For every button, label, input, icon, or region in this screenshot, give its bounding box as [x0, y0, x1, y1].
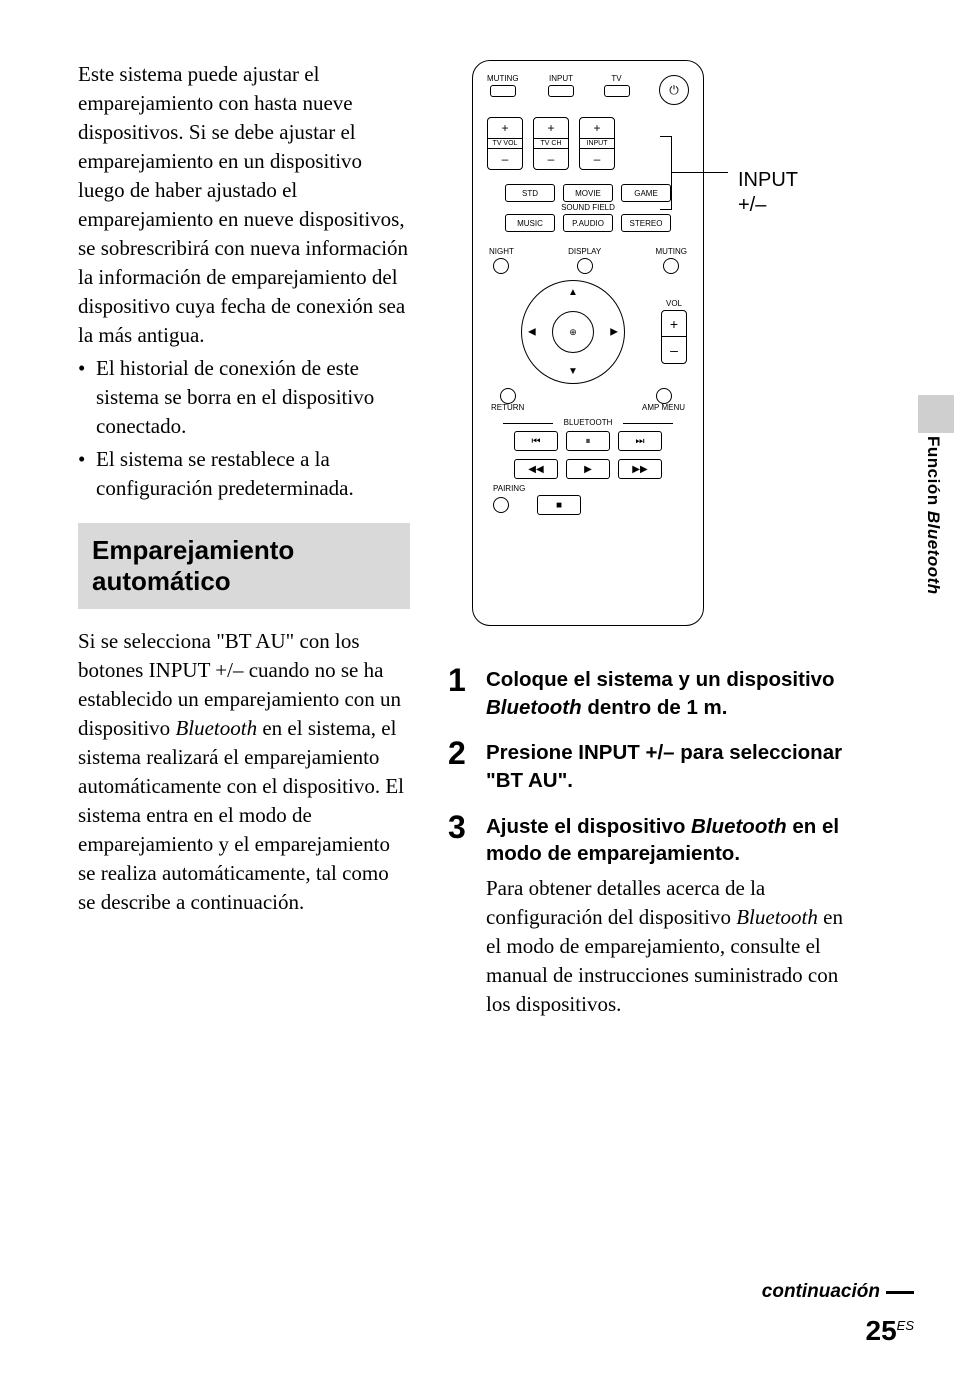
- label-vol: VOL: [659, 300, 689, 308]
- step-bold: Ajuste el dispositivo Bluetooth en el mo…: [486, 813, 848, 868]
- prev-button[interactable]: ⏮: [514, 431, 558, 451]
- section-heading: Emparejamiento automático: [78, 523, 410, 609]
- bullet-item: • El sistema se restablece a la configur…: [78, 445, 410, 503]
- down-icon: ▼: [568, 366, 578, 377]
- rew-button[interactable]: ◀◀: [514, 459, 558, 479]
- input-button[interactable]: [548, 85, 574, 97]
- label-input: INPUT: [548, 75, 574, 83]
- step-plain: Para obtener detalles acerca de la confi…: [486, 874, 848, 1019]
- step-num: 1: [448, 664, 486, 721]
- right-icon: ▶: [610, 327, 618, 338]
- play-button[interactable]: ▶: [566, 459, 610, 479]
- left-column: Este sistema puede ajustar el emparejami…: [78, 60, 438, 1037]
- enter-button[interactable]: ⊕: [552, 311, 594, 353]
- stereo-button[interactable]: STEREO: [621, 214, 671, 232]
- bullet-item: • El historial de conexión de este siste…: [78, 354, 410, 441]
- page: Este sistema puede ajustar el emparejami…: [0, 0, 954, 1037]
- label-muting: MUTING: [487, 75, 519, 83]
- pairing-button[interactable]: [493, 497, 509, 513]
- step-bold: Coloque el sistema y un dispositivo Blue…: [486, 666, 848, 721]
- continuation-text: continuación: [762, 1281, 880, 1303]
- side-tab: [918, 395, 954, 433]
- page-number: 25ES: [762, 1315, 914, 1347]
- tv-ch-rocker[interactable]: + TV CH –: [533, 117, 569, 170]
- steps-list: 1 Coloque el sistema y un dispositivo Bl…: [448, 666, 848, 1019]
- bullet-text: El sistema se restablece a la configurac…: [96, 445, 410, 503]
- callout-l1: INPUT: [738, 169, 798, 191]
- step-bold: Presione INPUT +/– para seleccionar "BT …: [486, 739, 848, 794]
- bluetooth-divider: BLUETOOTH: [487, 418, 689, 427]
- step-3: 3 Ajuste el dispositivo Bluetooth en el …: [448, 813, 848, 1019]
- bullet-dot-icon: •: [78, 445, 96, 503]
- callout: INPUT +/–: [728, 168, 798, 218]
- footer: continuación 25ES: [762, 1281, 914, 1347]
- side-label: Función Bluetooth: [923, 436, 943, 595]
- night-button[interactable]: [493, 258, 509, 274]
- callout-l2: +/–: [738, 194, 766, 216]
- next-button[interactable]: ⏭: [618, 431, 662, 451]
- muting-button[interactable]: [490, 85, 516, 97]
- label-tv-ch: TV CH: [534, 138, 568, 149]
- right-column: MUTING INPUT TV ⏻ +: [438, 60, 848, 1037]
- label-tv: TV: [604, 75, 630, 83]
- callout-bracket: [660, 136, 672, 210]
- label-display: DISPLAY: [568, 248, 601, 256]
- input-rocker[interactable]: + INPUT –: [579, 117, 615, 170]
- ff-button[interactable]: ▶▶: [618, 459, 662, 479]
- label-pairing: PAIRING: [493, 485, 689, 493]
- display-button[interactable]: [577, 258, 593, 274]
- stop-button[interactable]: ■: [537, 495, 581, 515]
- pause-button[interactable]: ⏸: [566, 431, 610, 451]
- label-tv-vol: TV VOL: [488, 138, 522, 149]
- paudio-button[interactable]: P.AUDIO: [563, 214, 613, 232]
- left-icon: ◀: [528, 327, 536, 338]
- remote-diagram: MUTING INPUT TV ⏻ +: [472, 60, 848, 626]
- bullet-list: • El historial de conexión de este siste…: [78, 354, 410, 503]
- step-1: 1 Coloque el sistema y un dispositivo Bl…: [448, 666, 848, 721]
- callout-stem: [672, 172, 728, 173]
- bullet-dot-icon: •: [78, 354, 96, 441]
- continuation: continuación: [762, 1281, 914, 1303]
- label-sound-field: SOUND FIELD: [487, 204, 689, 212]
- muting2-button[interactable]: [663, 258, 679, 274]
- tv-vol-rocker[interactable]: + TV VOL –: [487, 117, 523, 170]
- music-button[interactable]: MUSIC: [505, 214, 555, 232]
- auto-p2: en el sistema, el sistema realizará el e…: [78, 716, 404, 914]
- auto-it: Bluetooth: [175, 716, 257, 740]
- power-button[interactable]: ⏻: [659, 75, 689, 105]
- continuation-line-icon: [886, 1291, 914, 1294]
- label-bluetooth: BLUETOOTH: [564, 418, 613, 427]
- tv-power-button[interactable]: [604, 85, 630, 97]
- vol-rocker[interactable]: + –: [661, 310, 687, 364]
- step-2: 2 Presione INPUT +/– para seleccionar "B…: [448, 739, 848, 794]
- label-muting2: MUTING: [655, 248, 687, 256]
- step-num: 3: [448, 811, 486, 1019]
- std-button[interactable]: STD: [505, 184, 555, 202]
- label-amp-menu: AMP MENU: [642, 404, 685, 412]
- movie-button[interactable]: MOVIE: [563, 184, 613, 202]
- label-night: NIGHT: [489, 248, 514, 256]
- up-icon: ▲: [568, 287, 578, 298]
- enter-icon: ⊕: [569, 327, 577, 338]
- intro-para: Este sistema puede ajustar el emparejami…: [78, 60, 410, 350]
- step-num: 2: [448, 737, 486, 794]
- auto-para: Si se selecciona "BT AU" con los botones…: [78, 627, 410, 917]
- bullet-text: El historial de conexión de este sistema…: [96, 354, 410, 441]
- amp-menu-button[interactable]: [656, 388, 672, 404]
- return-button[interactable]: [500, 388, 516, 404]
- label-return: RETURN: [491, 404, 524, 412]
- label-input2: INPUT: [580, 138, 614, 149]
- dpad[interactable]: ▲ ▼ ◀ ▶ ⊕: [521, 280, 625, 384]
- heading-line-2: automático: [92, 566, 231, 596]
- heading-line-1: Emparejamiento: [92, 535, 294, 565]
